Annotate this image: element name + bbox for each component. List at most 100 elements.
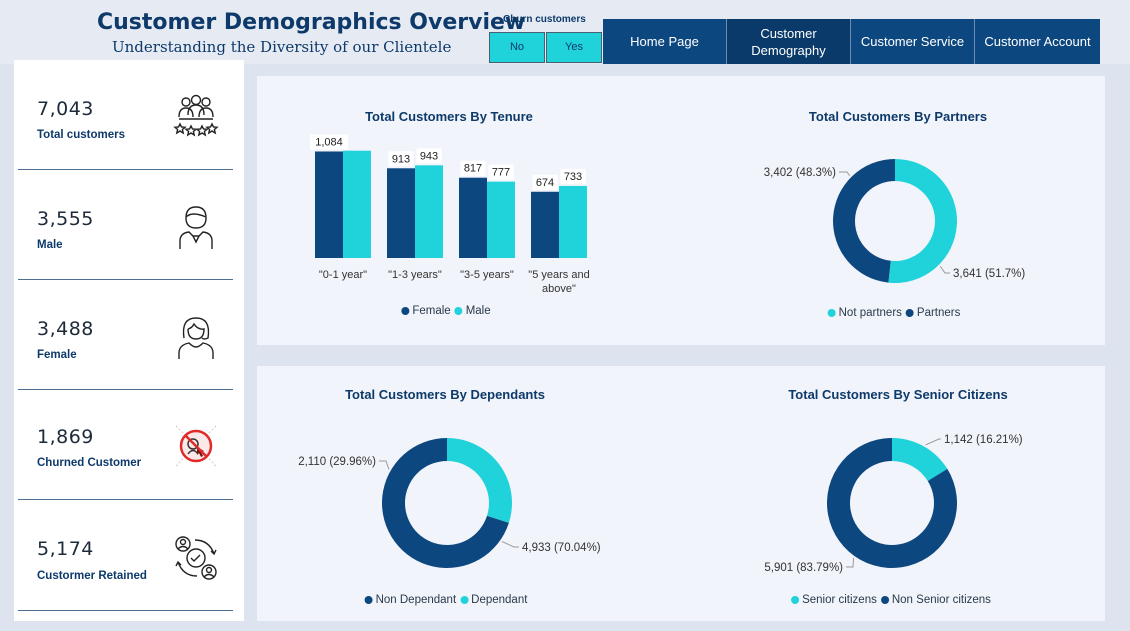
kpi-value: 3,488 bbox=[37, 318, 94, 340]
legend-dot bbox=[791, 596, 800, 604]
kpi-churned: 1,869 Churned Customer bbox=[18, 390, 233, 500]
kpi-label: Custormer Retained bbox=[37, 570, 147, 582]
legend-label: Not partners bbox=[838, 307, 902, 319]
partners-legend: Not partners Partners bbox=[827, 307, 961, 319]
bar-male bbox=[415, 165, 443, 258]
legend-dot bbox=[880, 596, 889, 604]
male-user-icon bbox=[179, 206, 213, 249]
nav-customer-demography[interactable]: Customer Demography bbox=[727, 19, 851, 64]
legend-label: Senior citizens bbox=[802, 594, 877, 606]
nav-home-page[interactable]: Home Page bbox=[603, 19, 727, 64]
dependants-legend: Non Dependant Dependant bbox=[364, 594, 527, 606]
donut-slice-non-dependant bbox=[382, 438, 509, 568]
slice-label: 3,641 (51.7%) bbox=[953, 268, 1025, 280]
legend-item-senior: Senior citizens bbox=[791, 594, 877, 606]
partners-chart-title: Total Customers By Partners bbox=[808, 109, 988, 124]
data-label-bg bbox=[560, 168, 586, 184]
data-label: 1,084 bbox=[315, 136, 343, 148]
partners-donut-chart: 3,641 (51.7%) 3,402 (48.3%) bbox=[764, 159, 1025, 283]
leader-line bbox=[939, 265, 950, 274]
kpi-male: 3,555 Male bbox=[18, 170, 233, 280]
kpi-label: Female bbox=[37, 349, 77, 361]
data-label-bg bbox=[416, 148, 442, 164]
donut-slice-partners bbox=[833, 159, 895, 283]
page-subtitle: Understanding the Diversity of our Clien… bbox=[112, 38, 452, 56]
tenure-chart-title: Total Customers By Tenure bbox=[365, 109, 533, 124]
kpi-value: 3,555 bbox=[37, 208, 94, 230]
kpi-retained: 5,174 Custormer Retained bbox=[18, 501, 233, 611]
kpi-label: Male bbox=[37, 239, 63, 251]
senior-chart-title: Total Customers By Senior Citizens bbox=[788, 387, 1008, 402]
donut-slice-non-senior-citizens bbox=[827, 438, 957, 568]
churn-no-button[interactable]: No bbox=[489, 32, 545, 63]
slice-label: 5,901 (83.79%) bbox=[764, 562, 843, 574]
legend-label: Partners bbox=[916, 307, 961, 319]
data-label-bg bbox=[488, 164, 514, 180]
legend-dot bbox=[460, 596, 469, 604]
legend-dot bbox=[364, 596, 373, 604]
bar-female bbox=[459, 177, 487, 258]
tenure-legend: Female Male bbox=[401, 305, 491, 317]
legend-label: Non Senior citizens bbox=[891, 594, 991, 606]
x-tick-label: "0-1 year" bbox=[319, 269, 367, 281]
churn-yes-button[interactable]: Yes bbox=[546, 32, 602, 63]
data-label: 674 bbox=[536, 177, 554, 189]
legend-item-female: Female bbox=[401, 305, 451, 317]
kpi-value: 7,043 bbox=[37, 98, 94, 120]
female-user-icon bbox=[178, 317, 214, 359]
leader-line bbox=[379, 460, 390, 470]
legend-item-not-partners: Not partners bbox=[827, 307, 902, 319]
customers-group-icon bbox=[173, 94, 219, 137]
legend-item-non-dependant: Non Dependant bbox=[364, 594, 457, 606]
kpi-panel: 7,043 Total customers 3,555 Male bbox=[14, 60, 244, 621]
tenure-bar-chart: 1,084 "0-1 year" 913 943 "1-3 years" 817 777 "3… bbox=[310, 134, 590, 295]
x-tick-label: "1-3 years" bbox=[388, 269, 442, 281]
nav-customer-service[interactable]: Customer Service bbox=[851, 19, 975, 64]
legend-item-dependant: Dependant bbox=[460, 594, 527, 606]
x-tick-label: above" bbox=[542, 283, 576, 295]
x-tick-label: "3-5 years" bbox=[460, 269, 514, 281]
legend-label: Male bbox=[465, 305, 491, 317]
leader-line bbox=[846, 557, 855, 568]
card-bottom: 2,110 (29.96%) 4,933 (70.04%) 1,142 (16.21… bbox=[257, 366, 1105, 621]
data-label-bg bbox=[388, 151, 414, 167]
slice-label: 4,933 (70.04%) bbox=[522, 542, 601, 554]
legend-label: Non Dependant bbox=[375, 594, 457, 606]
kpi-label: Total customers bbox=[37, 129, 125, 141]
kpi-label: Churned Customer bbox=[37, 457, 142, 469]
slice-label: 1,142 (16.21%) bbox=[944, 434, 1023, 446]
bar-female bbox=[531, 191, 559, 258]
leader-line bbox=[501, 540, 519, 548]
churn-prohibited-icon bbox=[175, 425, 217, 467]
legend-item-male: Male bbox=[454, 305, 491, 317]
data-label: 943 bbox=[420, 150, 438, 162]
data-label: 733 bbox=[564, 171, 582, 183]
legend-dot bbox=[905, 309, 914, 317]
data-label-bg bbox=[532, 174, 558, 190]
donut-slice-dependant bbox=[447, 438, 512, 523]
legend-dot bbox=[401, 307, 410, 315]
data-label: 777 bbox=[492, 167, 510, 179]
legend-dot bbox=[827, 309, 836, 317]
legend-item-non-senior: Non Senior citizens bbox=[880, 594, 991, 606]
legend-dot bbox=[454, 307, 463, 315]
slice-label: 2,110 (29.96%) bbox=[298, 456, 376, 468]
kpi-female: 3,488 Female bbox=[18, 280, 233, 390]
bar-female bbox=[315, 151, 343, 258]
bottom-donut-charts: 2,110 (29.96%) 4,933 (70.04%) 1,142 (16.21… bbox=[298, 434, 1023, 574]
nav-bar: Home Page Customer Demography Customer S… bbox=[603, 19, 1100, 64]
dependants-chart-title: Total Customers By Dependants bbox=[345, 387, 545, 402]
data-label: 913 bbox=[392, 153, 410, 165]
legend-label: Dependant bbox=[471, 594, 528, 606]
page-title: Customer Demographics Overview bbox=[97, 10, 526, 35]
data-label-bg bbox=[460, 160, 486, 176]
bar-female bbox=[387, 168, 415, 258]
legend-label: Female bbox=[412, 305, 451, 317]
data-label: 817 bbox=[464, 163, 482, 175]
data-label-bg bbox=[310, 134, 348, 150]
kpi-value: 5,174 bbox=[37, 538, 94, 560]
bar-male bbox=[343, 150, 371, 258]
donut-slice-not-partners bbox=[888, 159, 958, 283]
nav-customer-account[interactable]: Customer Account bbox=[984, 34, 1091, 49]
bar-male bbox=[559, 185, 587, 258]
